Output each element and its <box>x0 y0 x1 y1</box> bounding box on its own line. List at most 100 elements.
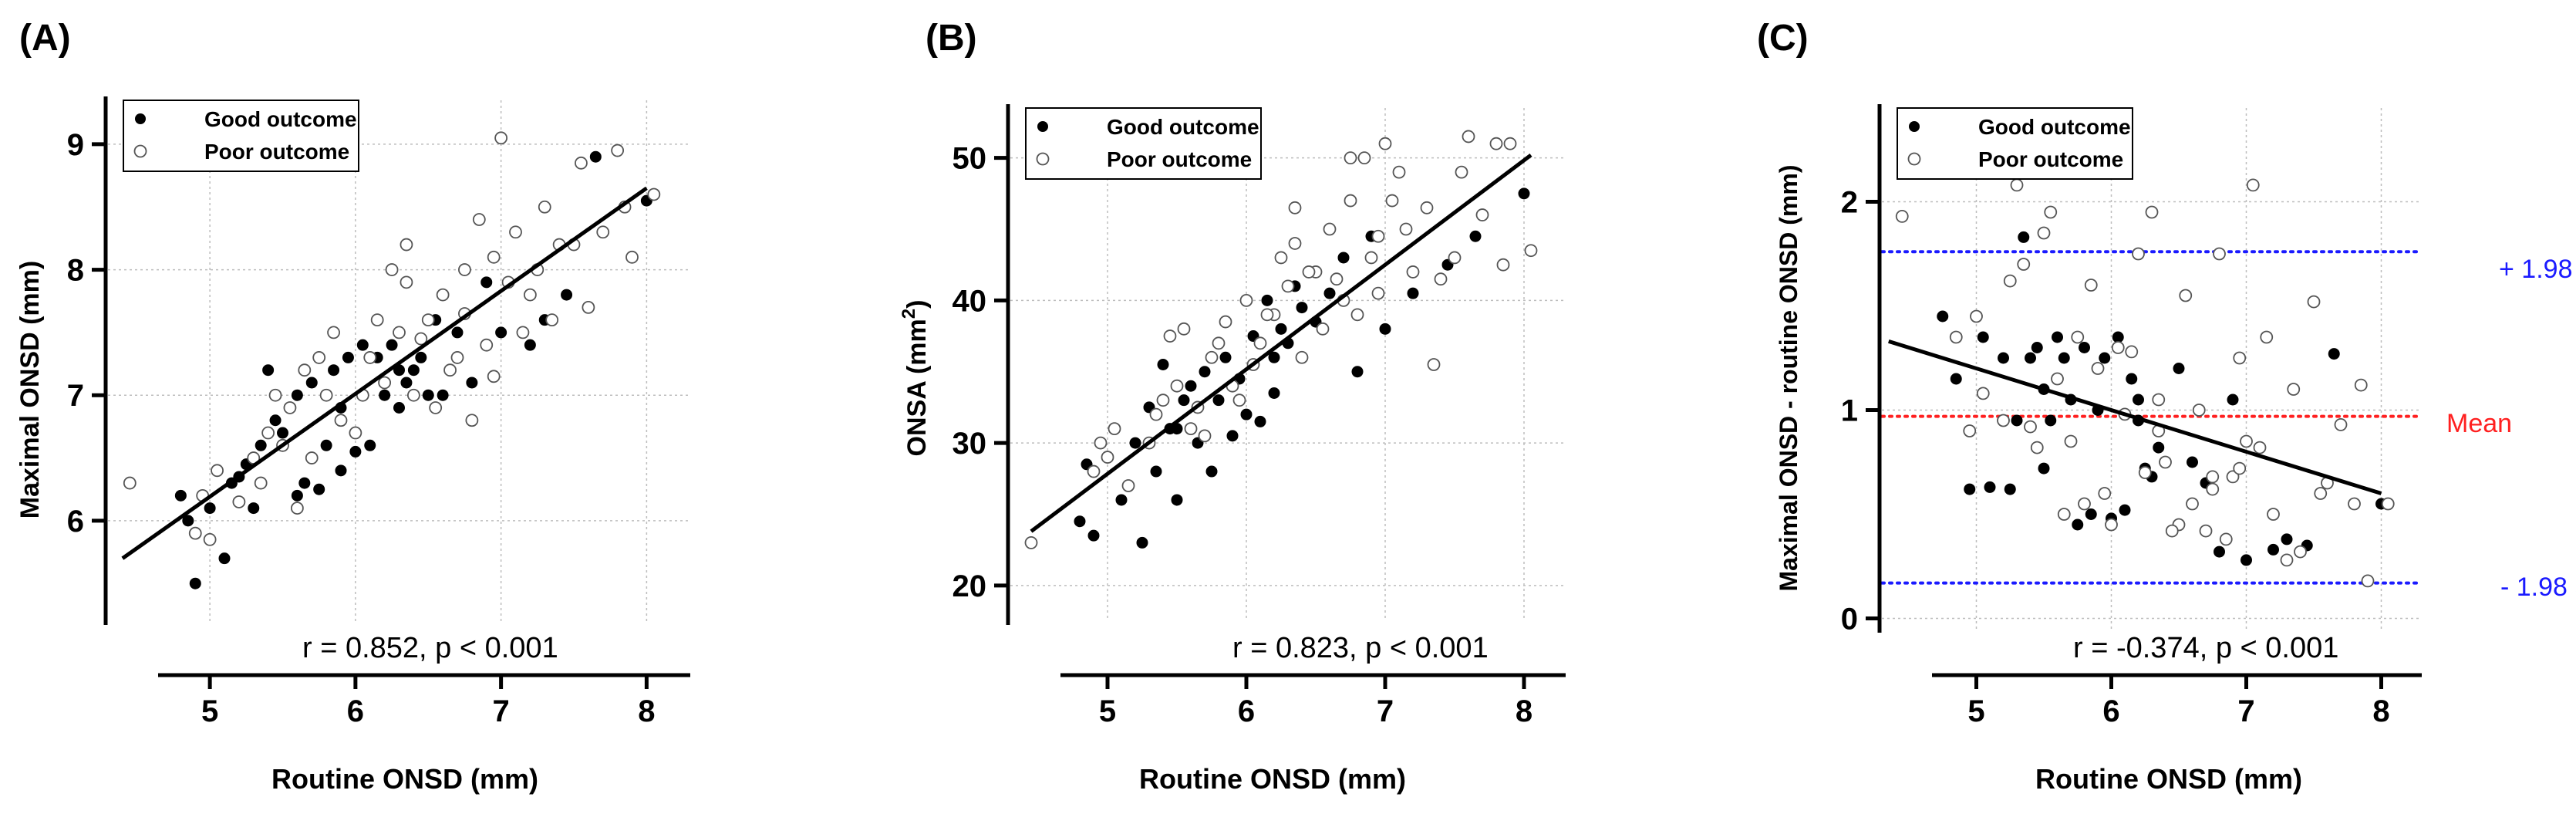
panel-a-x-axis-title: Routine ONSD (mm) <box>271 763 538 795</box>
panel-a-poor-outcome-point <box>625 250 639 264</box>
panel-b-poor-outcome-point <box>1434 272 1448 286</box>
panel-a-label: (A) <box>19 18 71 59</box>
panel-c-x-tick-label: 5 <box>1967 694 1984 728</box>
panel-c-poor-outcome-point <box>2017 258 2031 271</box>
panel-b-good-outcome-point <box>1254 415 1266 427</box>
panel-c-poor-outcome-point <box>2280 553 2294 567</box>
panel-b-good-outcome-point <box>1240 408 1253 421</box>
panel-a-good-outcome-point <box>451 326 464 339</box>
panel-a-poor-outcome-point <box>487 370 501 383</box>
panel-c-poor-outcome-point <box>1895 209 1909 223</box>
panel-c-poor-outcome-point <box>2165 524 2179 538</box>
panel-c-poor-outcome-point <box>2206 470 2220 484</box>
panel-c-good-outcome-point <box>1937 310 1949 323</box>
panel-c-poor-outcome-point <box>2219 532 2233 546</box>
panel-b-good-outcome-point <box>1115 494 1128 506</box>
panel-a-y-axis-title: Maximal ONSD (mm) <box>15 261 45 518</box>
panel-a-plot: 5 6 7 8 6 7 8 9 Good outcome Poor outcome <box>67 96 690 728</box>
panel-b-stat: r = 0.823, p < 0.001 <box>1232 632 1489 664</box>
panel-c-poor-outcome-point <box>1963 424 1977 437</box>
panel-b-poor-outcome-point <box>1462 130 1475 144</box>
panel-b-legend-good-label: Good outcome <box>1107 115 1259 139</box>
panel-b-poor-outcome-point <box>1524 244 1538 258</box>
panel-c-poor-outcome-point <box>2030 441 2044 454</box>
panel-c-legend-box <box>1897 107 2133 180</box>
panel-a-good-outcome-point <box>204 502 216 515</box>
panel-c-poor-outcome-point <box>2091 362 2105 375</box>
panel-a-good-outcome-point <box>298 477 311 489</box>
panel-b-x-tick-label: 5 <box>1099 694 1116 728</box>
panel-c-good-outcome-point <box>2031 342 2043 353</box>
panel-b-poor-outcome-point <box>1253 336 1267 350</box>
panel-a-poor-outcome-point <box>254 476 268 490</box>
panel-c-poor-outcome-point <box>2233 461 2247 475</box>
panel-b-poor-outcome-point <box>1156 393 1170 407</box>
panel-b-poor-outcome-point <box>1455 165 1468 179</box>
panel-a-poor-outcome-point <box>429 401 443 414</box>
panel-c-plot: 5 6 7 8 0 1 2 Good outcome Poor outcome <box>1841 104 2423 728</box>
panel-a-good-outcome-point <box>277 427 288 439</box>
panel-c-poor-outcome-point <box>2179 289 2193 302</box>
panel-c-good-outcome-point <box>2153 441 2165 454</box>
panel-a-poor-outcome-point <box>465 414 479 427</box>
panel-a-poor-outcome-point <box>545 313 559 327</box>
panel-a-good-outcome-point <box>320 439 332 451</box>
panel-a-x-tick-label: 6 <box>347 694 364 728</box>
panel-c-good-outcome-point <box>2119 504 2131 516</box>
panel-b-good-outcome-point <box>1268 351 1280 363</box>
panel-c-poor-outcome-point <box>2098 487 2112 500</box>
panel-b-x-tick-label: 6 <box>1238 694 1255 728</box>
panel-a-poor-outcome-point <box>211 464 224 478</box>
panel-c-good-outcome-point <box>2267 543 2279 556</box>
panel-a-good-outcome-point <box>342 351 354 363</box>
panel-a-poor-outcome-point <box>538 200 551 214</box>
panel-c-good-outcome-point <box>2173 363 2185 374</box>
panel-a-good-outcome-point <box>437 389 449 401</box>
panel-c-good-outcome-point <box>2072 518 2084 531</box>
panel-a-poor-outcome-point <box>188 526 202 540</box>
panel-a-poor-outcome-point <box>480 338 494 352</box>
panel-b-good-outcome-point <box>1129 437 1141 449</box>
panel-c-poor-outcome-point <box>2307 295 2321 309</box>
panel-a-poor-outcome-point <box>582 300 595 314</box>
panel-a-regression-line <box>121 186 648 560</box>
panel-b-plot: 5 6 7 8 20 30 40 50 Good outcome Poor outcome <box>953 104 1566 728</box>
panel-c-good-outcome-point <box>2058 352 2070 364</box>
panel-b-good-outcome-point <box>1157 359 1169 370</box>
panel-a-poor-outcome-point <box>647 187 661 201</box>
panel-c-good-outcome-point <box>2079 342 2090 353</box>
panel-a-stat: r = 0.852, p < 0.001 <box>302 632 558 664</box>
panel-b-poor-outcome-point <box>1302 265 1316 279</box>
panel-a-good-outcome-point <box>415 351 427 363</box>
panel-b-x-axis-title: Routine ONSD (mm) <box>1139 763 1406 795</box>
panel-c-good-outcome-point <box>2187 456 2198 468</box>
panel-a-y-tick-label: 6 <box>67 505 84 539</box>
panel-a-poor-outcome-point <box>516 326 530 339</box>
panel-b-good-outcome-point <box>1205 465 1218 478</box>
panel-c-good-outcome-point <box>2085 508 2097 520</box>
panel-a-good-outcome-point <box>480 276 493 289</box>
panel-b-poor-outcome-point <box>1274 251 1288 265</box>
panel-b-poor-outcome-point <box>1170 379 1184 393</box>
panel-b-good-outcome-point <box>1150 465 1162 478</box>
panel-a-poor-outcome-point <box>298 363 312 377</box>
panel-a-good-outcome-point <box>561 289 573 301</box>
panel-c-poor-outcome-point <box>1997 414 2010 427</box>
panel-a-good-outcome-point <box>182 515 194 527</box>
panel-b-good-outcome-point <box>1323 287 1336 299</box>
panel-a-poor-outcome-point <box>370 313 384 327</box>
panel-c-label: (C) <box>1757 18 1809 59</box>
panel-c-poor-outcome-point <box>2233 351 2247 365</box>
panel-a-good-outcome-point <box>407 364 420 377</box>
panel-a-poor-outcome-point <box>575 156 588 170</box>
panel-a-good-outcome-point <box>248 502 260 515</box>
panel-b-poor-outcome-point <box>1281 279 1295 293</box>
panel-c-poor-outcome-point <box>2192 404 2206 417</box>
panel-c-good-outcome-point <box>2133 393 2144 406</box>
panel-a-poor-outcome-point <box>283 401 297 414</box>
panel-a-poor-outcome-point <box>319 388 333 402</box>
panel-b-legend-poor-label: Poor outcome <box>1107 147 1252 171</box>
panel-b-y-axis-title: ONSA (mm2) <box>899 300 932 457</box>
panel-c-poor-outcome-point <box>2267 508 2280 521</box>
